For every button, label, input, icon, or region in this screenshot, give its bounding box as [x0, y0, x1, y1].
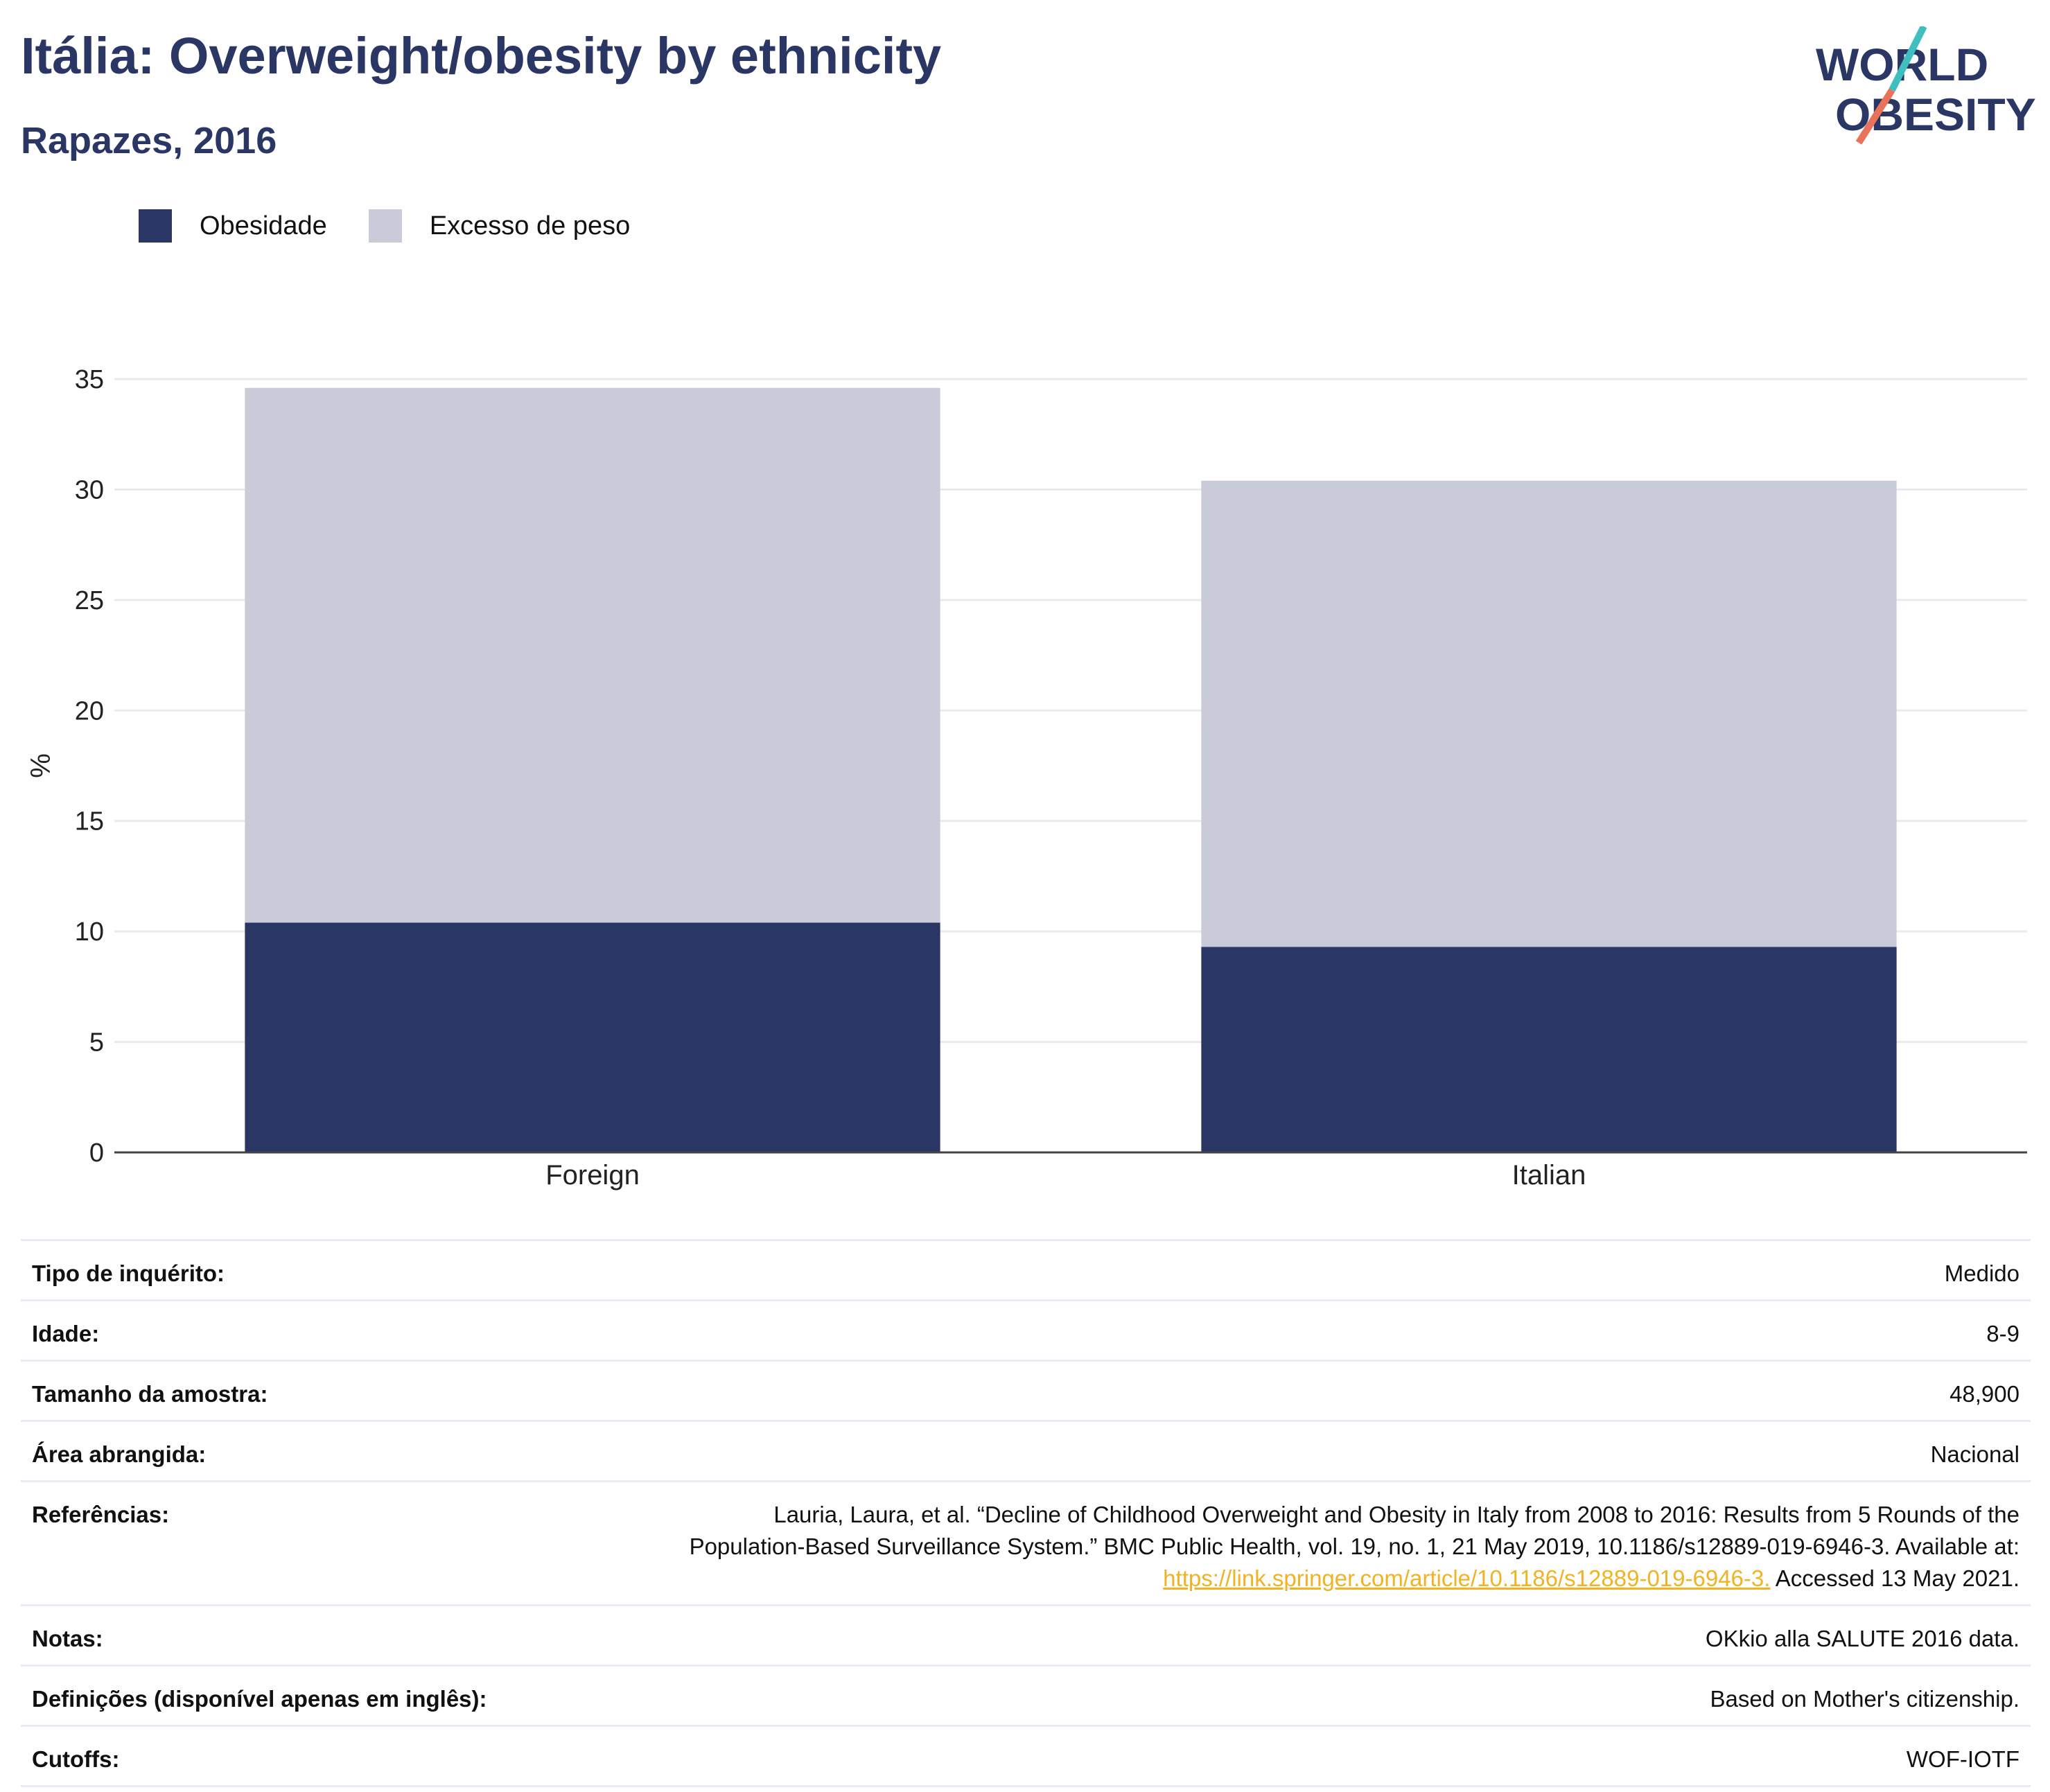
y-tick-label: 5 — [89, 1028, 104, 1057]
y-axis-label: % — [26, 753, 56, 778]
info-row-tamanho: Tamanho da amostra: 48,900 — [21, 1360, 2031, 1421]
legend-swatch-obesidade — [139, 209, 172, 243]
info-value: OKkio alla SALUTE 2016 data. — [667, 1604, 2031, 1666]
info-label: Idade: — [21, 1299, 667, 1361]
info-value: 8-9 — [667, 1299, 2031, 1361]
info-label: Referências: — [21, 1480, 667, 1606]
info-value: Medido — [667, 1239, 2031, 1301]
reference-text: Lauria, Laura, et al. “Decline of Childh… — [689, 1502, 2020, 1559]
logo-slash-teal — [1889, 26, 1927, 92]
logo-slash-coral — [1855, 88, 1895, 145]
info-value: 48,900 — [667, 1360, 2031, 1421]
y-tick-label: 15 — [75, 807, 104, 836]
x-tick-label: Foreign — [545, 1160, 640, 1191]
reference-link[interactable]: https://link.springer.com/article/10.118… — [1163, 1565, 1771, 1591]
y-tick-label: 25 — [75, 586, 104, 615]
info-row-referencias: Referências: Lauria, Laura, et al. “Decl… — [21, 1480, 2031, 1606]
info-label: Definições (disponível apenas em inglês)… — [21, 1664, 667, 1726]
bar-obesidade-italian — [1201, 947, 1897, 1152]
info-value-reference: Lauria, Laura, et al. “Decline of Childh… — [667, 1480, 2031, 1606]
bar-excesso-de-peso-foreign — [245, 387, 940, 923]
info-row-area: Área abrangida: Nacional — [21, 1420, 2031, 1482]
survey-info-table: Tipo de inquérito: Medido Idade: 8-9 Tam… — [21, 1239, 2031, 1787]
info-label: Área abrangida: — [21, 1420, 667, 1482]
y-tick-label: 30 — [75, 475, 104, 504]
info-label: Tipo de inquérito: — [21, 1239, 667, 1301]
info-row-notas: Notas: OKkio alla SALUTE 2016 data. — [21, 1604, 2031, 1666]
bar-obesidade-foreign — [245, 922, 940, 1152]
y-tick-label: 0 — [89, 1139, 104, 1168]
legend-item-obesidade[interactable]: Obesidade — [139, 209, 327, 243]
info-label: Tamanho da amostra: — [21, 1360, 667, 1421]
stacked-bar-chart: 0 5 10 15 20 25 30 35% Foreign Italian — [26, 365, 2027, 1191]
bar-excesso-de-peso-italian — [1201, 480, 1897, 947]
info-row-idade: Idade: 8-9 — [21, 1299, 2031, 1361]
info-row-tipo: Tipo de inquérito: Medido — [21, 1239, 2031, 1301]
info-value: Nacional — [667, 1420, 2031, 1482]
info-value: WOF-IOTF — [667, 1725, 2031, 1787]
legend-item-excesso-de-peso[interactable]: Excesso de peso — [368, 209, 631, 243]
info-row-cutoffs: Cutoffs: WOF-IOTF — [21, 1725, 2031, 1787]
info-row-definicoes: Definições (disponível apenas em inglês)… — [21, 1664, 2031, 1726]
y-tick-label: 20 — [75, 696, 104, 726]
legend-label-excesso-de-peso: Excesso de peso — [429, 211, 631, 240]
info-label: Cutoffs: — [21, 1725, 667, 1787]
x-tick-label: Italian — [1512, 1160, 1586, 1191]
y-tick-label: 10 — [75, 917, 104, 947]
y-tick-label: 35 — [75, 365, 104, 394]
info-label: Notas: — [21, 1604, 667, 1666]
page-subtitle: Rapazes, 2016 — [21, 120, 277, 161]
chart-legend: Obesidade Excesso de peso — [139, 205, 672, 247]
page-title: Itália: Overweight/obesity by ethnicity — [21, 27, 942, 85]
info-value: Based on Mother's citizenship. — [667, 1664, 2031, 1726]
world-obesity-logo: WORLD OBESITY — [1816, 26, 2036, 145]
legend-swatch-excesso-de-peso — [368, 209, 402, 243]
reference-accessed: Accessed 13 May 2021. — [1775, 1565, 2020, 1591]
legend-label-obesidade: Obesidade — [200, 211, 327, 240]
